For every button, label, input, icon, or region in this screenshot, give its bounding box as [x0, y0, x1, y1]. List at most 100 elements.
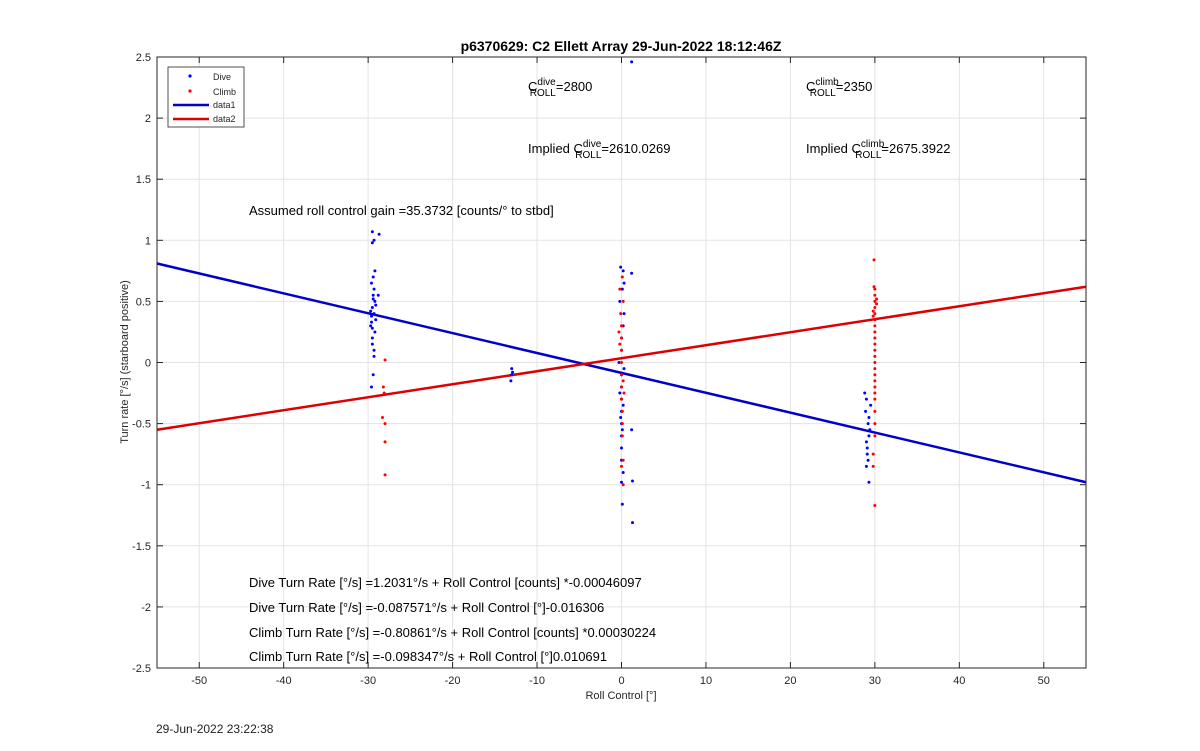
series-climb-point — [873, 379, 877, 383]
series-climb-point — [873, 287, 877, 291]
plot-series — [156, 60, 1087, 525]
series-dive-point — [620, 446, 623, 450]
series-climb-point — [873, 361, 877, 364]
legend: Dive Climb data1 data2 — [167, 66, 245, 128]
series-climb-point — [873, 299, 877, 303]
series-climb-point — [873, 336, 877, 340]
series-climb-point — [873, 342, 877, 346]
series-climb-point — [871, 314, 875, 318]
series-dive-point — [864, 409, 868, 413]
series-dive-point — [370, 241, 374, 245]
series-dive-point — [622, 312, 626, 316]
series-climb-point — [873, 354, 877, 358]
legend-dive-marker — [188, 74, 192, 78]
series-climb-point — [620, 275, 624, 279]
series-dive-point — [370, 306, 374, 310]
series-dive-point — [866, 458, 870, 462]
series-dive-point — [374, 303, 378, 307]
series-climb-point — [620, 422, 624, 426]
series-dive-point — [630, 271, 634, 275]
series-dive-point — [509, 379, 513, 383]
chart-title: p6370629: C2 Ellett Array 29-Jun-2022 18… — [461, 38, 782, 54]
series-climb-point — [619, 312, 623, 316]
series-climb-point — [383, 440, 387, 444]
y-tick-label: 2.5 — [136, 52, 151, 64]
series-climb-point — [380, 415, 384, 419]
series-climb-point — [620, 361, 623, 364]
series-dive-point — [867, 415, 871, 419]
series-climb-point — [620, 373, 623, 377]
series-climb-point — [383, 358, 387, 362]
series-dive-point — [618, 299, 622, 303]
series-climb-point — [383, 473, 387, 477]
x-tick-label: -10 — [529, 675, 545, 687]
series-climb-point — [620, 464, 623, 468]
legend-box — [167, 66, 245, 128]
series-climb-point — [875, 297, 879, 301]
series-climb-point — [622, 391, 626, 395]
y-tick-labels: -2.5 -2 -1.5 -1 -0.5 0 0.5 1 1.5 2 2.5 — [132, 52, 151, 675]
implied-c-roll-climb: Implied Cclimb ROLL=2675.3922 — [806, 139, 950, 161]
legend-data1-label: data1 — [213, 100, 236, 110]
series-dive-point — [370, 342, 374, 346]
y-tick-label: 0 — [145, 358, 151, 370]
series-dive-point — [620, 287, 624, 291]
series-climb-point — [381, 385, 385, 389]
y-tick-label: 1 — [145, 235, 151, 247]
y-tick-label: 1.5 — [136, 174, 151, 186]
series-dive-point — [620, 428, 624, 432]
series-data2-line — [156, 285, 1087, 431]
series-dive-point — [371, 373, 375, 377]
series-climb-point — [873, 422, 877, 426]
series-dive-point — [370, 320, 374, 324]
series-climb-point — [618, 342, 622, 346]
y-tick-label: -1 — [141, 480, 151, 492]
series-dive-point — [622, 367, 626, 371]
series-climb-point — [620, 409, 624, 413]
series-climb-point — [873, 293, 877, 297]
series-climb-point — [617, 330, 621, 334]
series-climb-point — [620, 324, 623, 328]
series-dive-point — [630, 521, 634, 525]
series-dive-point — [370, 230, 374, 234]
legend-climb-label: Climb — [213, 87, 236, 97]
series-dive-point — [377, 232, 381, 236]
series-climb-point — [872, 285, 876, 289]
x-tick-label: 40 — [953, 675, 965, 687]
series-dive-point — [369, 324, 373, 328]
series-dive-point — [373, 269, 377, 273]
series-climb-point — [873, 318, 877, 322]
series-climb-point — [873, 397, 877, 401]
series-data1-line — [156, 262, 1087, 484]
series-dive-point — [371, 297, 375, 301]
series-climb-point — [873, 367, 877, 371]
plot-frame — [156, 56, 1087, 669]
series-dive-point — [618, 391, 622, 395]
series-dive-point — [630, 479, 634, 483]
x-tick-label: 10 — [700, 675, 712, 687]
series-dive-point — [866, 422, 870, 426]
series-dive-point — [372, 354, 376, 358]
series-dive-point — [864, 464, 868, 468]
x-tick-label: 30 — [869, 675, 881, 687]
equation-dive-counts: Dive Turn Rate [°/s] =1.2031°/s + Roll C… — [249, 575, 642, 590]
series-dive-point — [370, 281, 374, 285]
x-tick-label: -20 — [445, 675, 461, 687]
series-climb-point — [875, 302, 879, 306]
series-dive-point — [621, 269, 625, 273]
series-dive-point — [617, 361, 621, 364]
series-dive-point — [620, 502, 624, 506]
series-climb-point — [620, 434, 624, 438]
implied-c-roll-dive: Implied Cdive ROLL=2610.0269 — [528, 139, 670, 161]
y-axis-label: Turn rate [°/s] (starboard positive) — [119, 280, 131, 444]
series-climb-point — [871, 452, 875, 456]
series-dive-point — [622, 281, 626, 285]
series-climb-point — [621, 379, 625, 383]
c-roll-dive: Cdive ROLL=2800 — [528, 77, 592, 99]
series-dive-point — [372, 287, 376, 291]
series-dive-point — [370, 314, 374, 318]
print-timestamp: 29-Jun-2022 23:22:38 — [156, 722, 274, 736]
series-dive-point — [620, 480, 623, 484]
series-climb-point — [873, 306, 877, 310]
